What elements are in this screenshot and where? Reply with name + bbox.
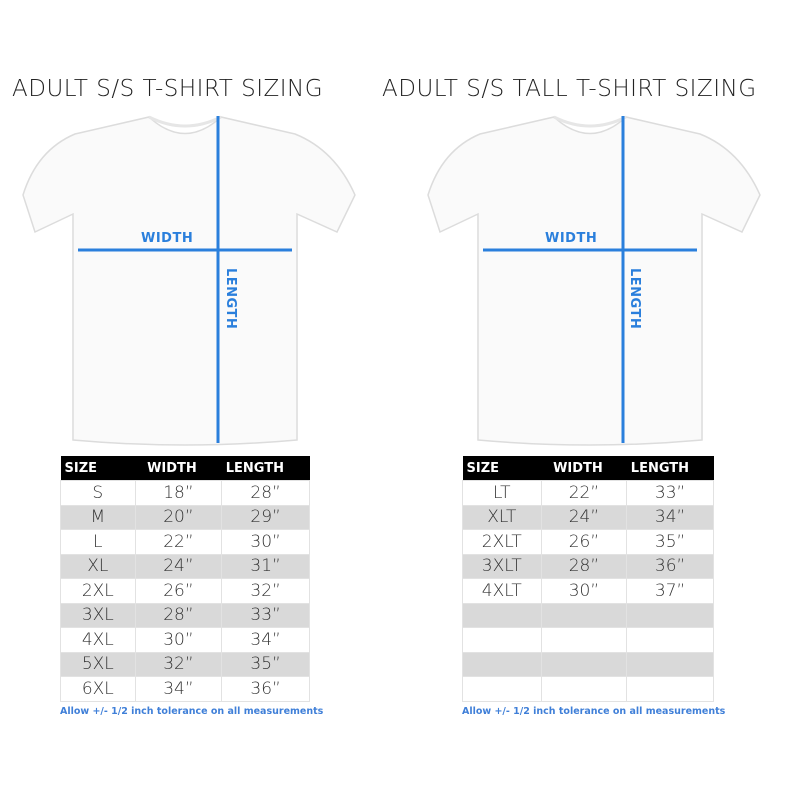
width-cell xyxy=(540,602,628,628)
table-row: XL 24” 31” xyxy=(60,553,310,579)
length-cell: 36” xyxy=(626,553,714,579)
width-cell: 24” xyxy=(134,553,223,579)
table-row: M 20” 29” xyxy=(60,504,310,530)
size-cell: 2XLT xyxy=(462,529,542,555)
size-cell xyxy=(462,627,542,653)
size-cell: 5XL xyxy=(60,651,136,677)
width-cell xyxy=(540,627,628,653)
table-row: XLT 24” 34” xyxy=(462,504,714,530)
length-cell: 33” xyxy=(626,480,714,506)
length-cell: 29” xyxy=(221,504,310,530)
length-cell xyxy=(626,676,714,702)
right-tshirt-shape xyxy=(427,116,761,446)
width-cell: 30” xyxy=(134,627,223,653)
table-row: S 18” 28” xyxy=(60,480,310,506)
length-cell: 32” xyxy=(221,578,310,604)
table-row: 2XLT 26” 35” xyxy=(462,529,714,555)
width-cell xyxy=(540,651,628,677)
size-cell: LT xyxy=(462,480,542,506)
width-cell: 30” xyxy=(540,578,628,604)
size-cell: 6XL xyxy=(60,676,136,702)
table-row: 2XL 26” 32” xyxy=(60,578,310,604)
size-cell xyxy=(462,602,542,628)
length-cell: 34” xyxy=(221,627,310,653)
length-cell: 37” xyxy=(626,578,714,604)
left-width-label: WIDTH xyxy=(141,231,194,246)
right-collar xyxy=(553,115,627,128)
size-cell xyxy=(462,651,542,677)
width-cell: 32” xyxy=(134,651,223,677)
table-row xyxy=(462,651,714,677)
length-cell xyxy=(626,651,714,677)
table-row: L 22” 30” xyxy=(60,529,310,555)
left-title: ADULT S/S T-SHIRT SIZING xyxy=(12,76,324,102)
table-row xyxy=(462,602,714,628)
table-row: LT 22” 33” xyxy=(462,480,714,506)
width-cell xyxy=(540,676,628,702)
width-cell: 26” xyxy=(134,578,223,604)
size-cell: XLT xyxy=(462,504,542,530)
left-tolerance-note: Allow +/- 1/2 inch tolerance on all meas… xyxy=(60,706,324,717)
width-cell: 26” xyxy=(540,529,628,555)
length-cell xyxy=(626,602,714,628)
size-cell: XL xyxy=(60,553,136,579)
width-cell: 24” xyxy=(540,504,628,530)
left-length-label: LENGTH xyxy=(223,268,238,330)
width-cell: 34” xyxy=(134,676,223,702)
table-row xyxy=(462,627,714,653)
size-cell: S xyxy=(60,480,136,506)
table-row: 3XL 28” 33” xyxy=(60,602,310,628)
left-size-table: SIZE WIDTH LENGTH S 18” 28” M 20” 29” L 22” 30” X… xyxy=(60,456,310,702)
header-width: WIDTH xyxy=(541,456,627,481)
size-cell xyxy=(462,676,542,702)
width-cell: 20” xyxy=(134,504,223,530)
right-size-table: SIZE WIDTH LENGTH LT 22” 33” XLT 24” 34” 2XLT 2… xyxy=(462,456,714,702)
header-length: LENGTH xyxy=(221,456,310,481)
table-row: 4XLT 30” 37” xyxy=(462,578,714,604)
table-row xyxy=(462,676,714,702)
size-cell: L xyxy=(60,529,136,555)
length-cell: 34” xyxy=(626,504,714,530)
length-cell: 35” xyxy=(221,651,310,677)
header-length: LENGTH xyxy=(626,456,714,481)
header-size: SIZE xyxy=(60,456,136,481)
length-cell: 33” xyxy=(221,602,310,628)
length-cell: 36” xyxy=(221,676,310,702)
size-cell: 4XLT xyxy=(462,578,542,604)
right-width-label: WIDTH xyxy=(545,231,598,246)
length-cell: 28” xyxy=(221,480,310,506)
length-cell xyxy=(626,627,714,653)
length-cell: 35” xyxy=(626,529,714,555)
right-title: ADULT S/S TALL T-SHIRT SIZING xyxy=(382,76,757,102)
size-cell: 3XLT xyxy=(462,553,542,579)
right-tolerance-note: Allow +/- 1/2 inch tolerance on all meas… xyxy=(462,706,726,717)
width-cell: 22” xyxy=(540,480,628,506)
width-cell: 28” xyxy=(540,553,628,579)
left-tshirt-shape xyxy=(22,116,356,446)
header-size: SIZE xyxy=(462,456,542,481)
width-cell: 18” xyxy=(134,480,223,506)
size-cell: M xyxy=(60,504,136,530)
size-cell: 2XL xyxy=(60,578,136,604)
table-row: 3XLT 28” 36” xyxy=(462,553,714,579)
size-cell: 3XL xyxy=(60,602,136,628)
header-width: WIDTH xyxy=(135,456,222,481)
table-row: 6XL 34” 36” xyxy=(60,676,310,702)
size-cell: 4XL xyxy=(60,627,136,653)
width-cell: 22” xyxy=(134,529,223,555)
table-row: 5XL 32” 35” xyxy=(60,651,310,677)
width-cell: 28” xyxy=(134,602,223,628)
right-length-label: LENGTH xyxy=(627,268,642,330)
left-collar xyxy=(148,115,222,128)
table-row: 4XL 30” 34” xyxy=(60,627,310,653)
length-cell: 30” xyxy=(221,529,310,555)
length-cell: 31” xyxy=(221,553,310,579)
